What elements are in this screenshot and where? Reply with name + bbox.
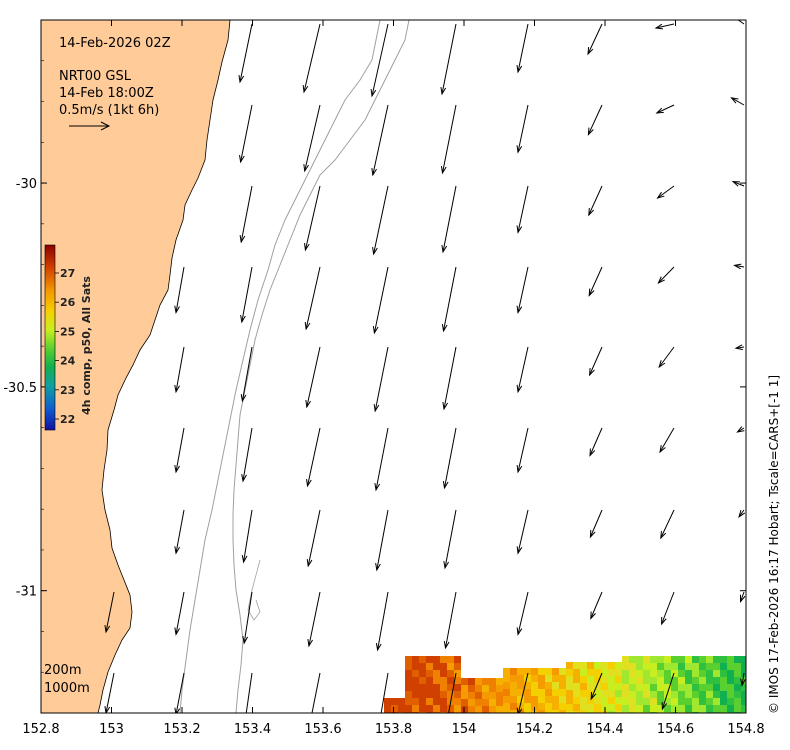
credit-text: © IMOS 17-Feb-2026 16:17 Hobart; Tscale=… bbox=[767, 375, 781, 714]
x-tick-label: 154.4 bbox=[586, 722, 623, 737]
x-tick-label: 154.2 bbox=[516, 722, 553, 737]
scale-arrow-icon bbox=[69, 121, 111, 131]
y-tick-label: -30 bbox=[16, 177, 37, 192]
colorbar-tick-label: 27 bbox=[60, 267, 75, 280]
x-tick-label: 153.2 bbox=[163, 722, 200, 737]
contour-1000m bbox=[179, 20, 381, 713]
x-tick-label: 153 bbox=[99, 722, 124, 737]
colorbar-tick-label: 24 bbox=[60, 355, 76, 368]
colorbar-tick-label: 23 bbox=[60, 384, 75, 397]
y-axis: -30 -30.5 -31 bbox=[3, 60, 746, 714]
x-tick-label: 152.8 bbox=[22, 722, 59, 737]
x-axis: 152.8 153 153.2 153.4 153.6 153.8 154 154.2 154.… bbox=[22, 20, 765, 737]
current-vectors bbox=[104, 20, 746, 713]
map-valid-time: 14-Feb 18:00Z bbox=[59, 86, 154, 101]
y-tick-label: -30.5 bbox=[3, 381, 37, 396]
colorbar-label: 4h comp, p50, All Sats bbox=[80, 276, 93, 415]
map-product: NRT00 GSL bbox=[59, 69, 132, 84]
x-tick-label: 154.8 bbox=[727, 722, 764, 737]
x-tick-label: 154.6 bbox=[657, 722, 694, 737]
x-tick-label: 154 bbox=[452, 722, 477, 737]
colorbar-ticks: 27 26 25 24 23 22 bbox=[55, 267, 76, 426]
contour-200m-inner bbox=[247, 559, 261, 621]
contour-200m bbox=[232, 20, 410, 713]
x-tick-label: 153.6 bbox=[304, 722, 341, 737]
contour-label-1000m: 1000m bbox=[44, 681, 90, 696]
map-scale: 0.5m/s (1kt 6h) bbox=[59, 103, 159, 118]
map-date: 14-Feb-2026 02Z bbox=[59, 36, 171, 51]
colorbar bbox=[44, 244, 56, 431]
land-mass bbox=[41, 20, 231, 713]
y-tick-label: -31 bbox=[16, 585, 37, 600]
colorbar-tick-label: 26 bbox=[60, 296, 76, 309]
sst-patch bbox=[384, 656, 746, 713]
colorbar-tick-label: 25 bbox=[60, 325, 75, 338]
x-tick-label: 153.4 bbox=[234, 722, 271, 737]
colorbar-tick-label: 22 bbox=[60, 413, 75, 426]
contour-label-200m: 200m bbox=[44, 663, 81, 678]
x-tick-label: 153.8 bbox=[375, 722, 412, 737]
